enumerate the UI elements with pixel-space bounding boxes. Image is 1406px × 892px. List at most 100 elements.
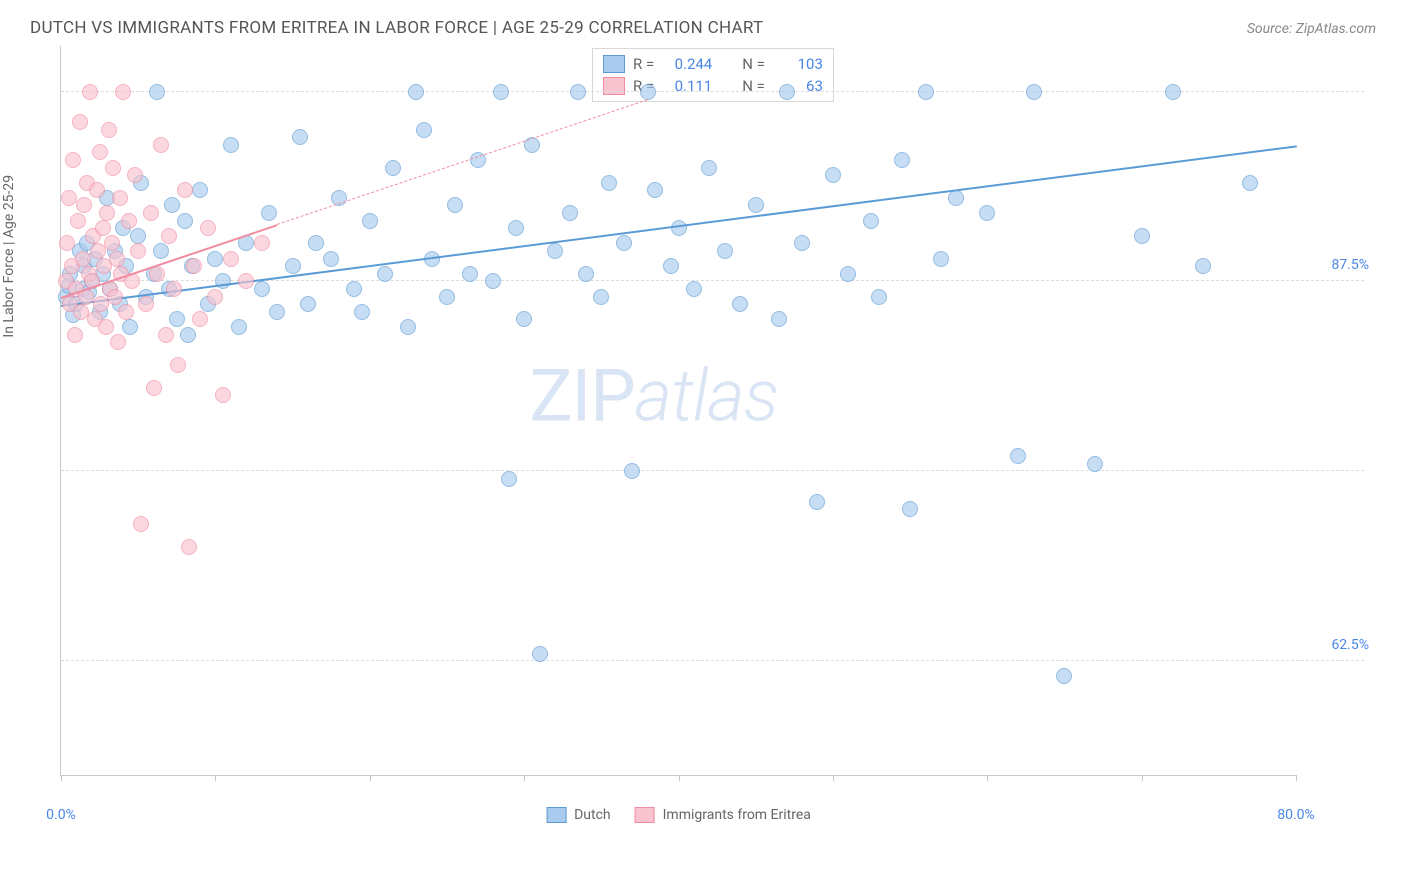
watermark: ZIPatlas bbox=[529, 353, 778, 438]
x-tick bbox=[1142, 775, 1143, 781]
data-point bbox=[82, 84, 98, 100]
data-point bbox=[238, 273, 254, 289]
data-point bbox=[192, 311, 208, 327]
data-point bbox=[532, 646, 548, 662]
data-point bbox=[323, 251, 339, 267]
x-tick bbox=[215, 775, 216, 781]
data-point bbox=[161, 228, 177, 244]
data-point bbox=[223, 137, 239, 153]
x-tick bbox=[524, 775, 525, 781]
data-point bbox=[75, 251, 91, 267]
data-point bbox=[70, 213, 86, 229]
data-point bbox=[616, 235, 632, 251]
data-point bbox=[99, 205, 115, 221]
y-tick-label: 62.5% bbox=[1331, 637, 1369, 653]
data-point bbox=[578, 266, 594, 282]
data-point bbox=[95, 220, 111, 236]
data-point bbox=[1165, 84, 1181, 100]
data-point bbox=[127, 167, 143, 183]
data-point bbox=[1195, 258, 1211, 274]
data-point bbox=[118, 304, 134, 320]
correlation-legend: R =0.244N =103R =0.111N =63 bbox=[592, 48, 834, 102]
y-tick-label: 87.5% bbox=[1331, 257, 1369, 273]
data-point bbox=[918, 84, 934, 100]
data-point bbox=[98, 319, 114, 335]
data-point bbox=[593, 289, 609, 305]
data-point bbox=[153, 243, 169, 259]
data-point bbox=[112, 190, 128, 206]
legend-n-value: 103 bbox=[773, 55, 823, 73]
data-point bbox=[153, 137, 169, 153]
data-point bbox=[732, 296, 748, 312]
data-point bbox=[601, 175, 617, 191]
data-point bbox=[121, 213, 137, 229]
data-point bbox=[508, 220, 524, 236]
data-point bbox=[192, 182, 208, 198]
data-point bbox=[133, 516, 149, 532]
x-tick bbox=[370, 775, 371, 781]
x-tick bbox=[833, 775, 834, 781]
data-point bbox=[809, 494, 825, 510]
legend-row: R =0.244N =103 bbox=[603, 53, 823, 75]
data-point bbox=[447, 197, 463, 213]
data-point bbox=[207, 251, 223, 267]
data-point bbox=[840, 266, 856, 282]
y-axis-title: In Labor Force | Age 25-29 bbox=[1, 174, 17, 337]
data-point bbox=[59, 235, 75, 251]
data-point bbox=[1010, 448, 1026, 464]
data-point bbox=[771, 311, 787, 327]
x-tick bbox=[1296, 775, 1297, 781]
legend-item: Immigrants from Eritrea bbox=[635, 807, 811, 823]
data-point bbox=[979, 205, 995, 221]
data-point bbox=[261, 205, 277, 221]
data-point bbox=[346, 281, 362, 297]
data-point bbox=[180, 327, 196, 343]
data-point bbox=[663, 258, 679, 274]
x-tick bbox=[679, 775, 680, 781]
data-point bbox=[269, 304, 285, 320]
data-point bbox=[308, 235, 324, 251]
legend-swatch bbox=[546, 807, 566, 823]
data-point bbox=[104, 235, 120, 251]
data-point bbox=[215, 387, 231, 403]
data-point bbox=[72, 114, 88, 130]
data-point bbox=[207, 289, 223, 305]
data-point bbox=[105, 160, 121, 176]
chart-area: In Labor Force | Age 25-29 ZIPatlas R =0… bbox=[60, 46, 1376, 826]
data-point bbox=[130, 228, 146, 244]
x-tick bbox=[987, 775, 988, 781]
data-point bbox=[146, 380, 162, 396]
data-point bbox=[863, 213, 879, 229]
data-point bbox=[101, 122, 117, 138]
data-point bbox=[109, 251, 125, 267]
data-point bbox=[254, 235, 270, 251]
data-point bbox=[223, 251, 239, 267]
data-point bbox=[92, 144, 108, 160]
legend-swatch bbox=[635, 807, 655, 823]
data-point bbox=[200, 220, 216, 236]
data-point bbox=[110, 334, 126, 350]
data-point bbox=[138, 296, 154, 312]
data-point bbox=[215, 273, 231, 289]
data-point bbox=[933, 251, 949, 267]
x-tick-label: 0.0% bbox=[46, 807, 76, 823]
legend-series-name: Dutch bbox=[574, 807, 611, 823]
data-point bbox=[871, 289, 887, 305]
data-point bbox=[292, 129, 308, 145]
data-point bbox=[89, 182, 105, 198]
data-point bbox=[164, 197, 180, 213]
data-point bbox=[547, 243, 563, 259]
data-point bbox=[462, 266, 478, 282]
data-point bbox=[115, 84, 131, 100]
series-legend: Dutch Immigrants from Eritrea bbox=[546, 807, 811, 823]
data-point bbox=[501, 471, 517, 487]
data-point bbox=[177, 182, 193, 198]
data-point bbox=[1242, 175, 1258, 191]
data-point bbox=[122, 319, 138, 335]
data-point bbox=[143, 205, 159, 221]
data-point bbox=[825, 167, 841, 183]
data-point bbox=[107, 289, 123, 305]
data-point bbox=[948, 190, 964, 206]
data-point bbox=[65, 152, 81, 168]
data-point bbox=[377, 266, 393, 282]
